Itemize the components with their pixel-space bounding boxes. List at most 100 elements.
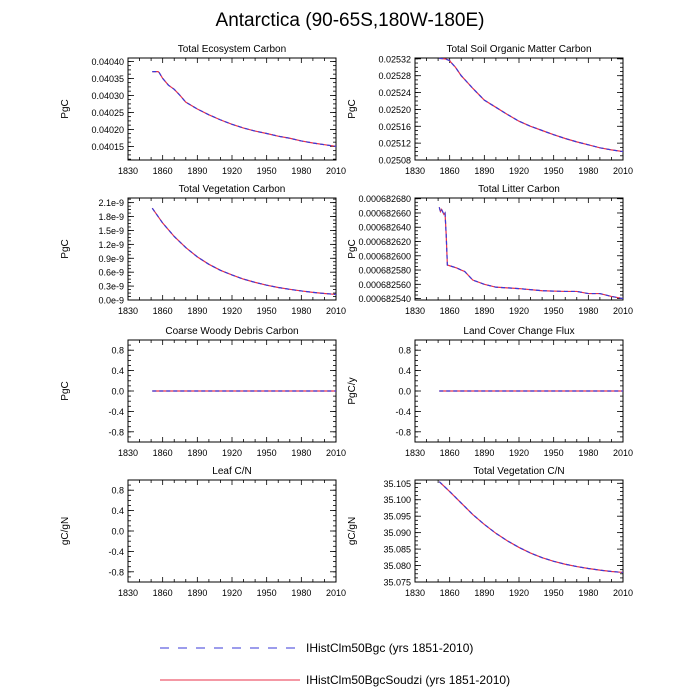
- x-tick-label: 1980: [578, 588, 598, 598]
- panel-title: Total Soil Organic Matter Carbon: [446, 44, 591, 55]
- x-tick-label: 1860: [440, 306, 460, 316]
- legend-line-soudzi: [160, 679, 300, 681]
- panel-leaf-c-n: Leaf C/N gC/gN 1830 1860 1890 1920 1950 1980 201…: [60, 466, 346, 598]
- x-tick-label: 1950: [544, 588, 564, 598]
- y-tick-label: -0.8: [108, 427, 124, 437]
- y-tick-label: 0.8: [111, 486, 124, 496]
- x-tick-label: 1860: [153, 306, 173, 316]
- series-line-soudzi: [151, 207, 337, 296]
- x-tick-label: 1920: [222, 448, 242, 458]
- series-line-bgc: [151, 207, 337, 296]
- panel-title: Total Vegetation Carbon: [179, 184, 286, 195]
- panel-total-vegetation-carbon: Total Vegetation Carbon PgC 1830 1860 1890 19…: [60, 184, 346, 316]
- plot-frame: [414, 57, 624, 161]
- y-tick-label: 35.080: [383, 561, 411, 571]
- series-line-soudzi: [438, 207, 624, 300]
- y-tick-label: 35.095: [383, 512, 411, 522]
- x-tick-label: 1950: [257, 588, 277, 598]
- x-tick-label: 1950: [257, 306, 277, 316]
- y-tick-label: 0.000682580: [358, 266, 411, 276]
- x-tick-label: 1950: [257, 166, 277, 176]
- y-tick-label: 0.000682540: [358, 294, 411, 304]
- y-tick-label: 1.8e-9: [98, 212, 124, 222]
- plot-frame: [127, 197, 337, 301]
- y-tick-label: 0.000682620: [358, 237, 411, 247]
- y-axis-label: gC/gN: [347, 517, 358, 545]
- plot-frame: [127, 479, 337, 583]
- x-tick-label: 1920: [222, 166, 242, 176]
- y-tick-label: 35.090: [383, 528, 411, 538]
- x-tick-label: 1980: [291, 588, 311, 598]
- panel-total-ecosystem-carbon: Total Ecosystem Carbon PgC 1830 1860 1890 192…: [60, 44, 346, 176]
- x-tick-label: 1890: [474, 448, 494, 458]
- x-tick-label: 2010: [326, 166, 346, 176]
- y-tick-label: 0.000682560: [358, 280, 411, 290]
- y-tick-label: 0.3e-9: [98, 282, 124, 292]
- x-tick-label: 1890: [187, 588, 207, 598]
- y-tick-label: 0.04025: [91, 108, 124, 118]
- y-tick-label: 35.105: [383, 479, 411, 489]
- y-tick-label: 0.0: [111, 527, 124, 537]
- panel-title: Leaf C/N: [212, 466, 251, 477]
- x-tick-label: 1950: [257, 448, 277, 458]
- y-tick-label: 35.085: [383, 545, 411, 555]
- x-tick-label: 2010: [613, 306, 633, 316]
- y-axis-label: PgC: [347, 239, 358, 258]
- x-tick-label: 2010: [326, 448, 346, 458]
- x-tick-label: 1920: [509, 166, 529, 176]
- x-tick-label: 1830: [118, 588, 138, 598]
- y-tick-label: 0.000682680: [358, 194, 411, 204]
- x-tick-label: 1860: [153, 448, 173, 458]
- y-tick-label: 0.02524: [378, 88, 411, 98]
- y-tick-label: 0.02512: [378, 139, 411, 149]
- x-tick-label: 1890: [474, 306, 494, 316]
- x-tick-label: 1830: [118, 166, 138, 176]
- panel-total-vegetation-c-n: Total Vegetation C/N gC/gN 1830 1860 1890 192…: [347, 466, 633, 598]
- y-tick-label: -0.8: [395, 427, 411, 437]
- x-tick-label: 1980: [578, 306, 598, 316]
- x-tick-label: 1920: [509, 448, 529, 458]
- panel-land-cover-change-flux: Land Cover Change Flux PgC/y 1830 1860 1890 1…: [347, 326, 633, 458]
- x-tick-label: 1860: [440, 166, 460, 176]
- x-tick-label: 1830: [405, 166, 425, 176]
- y-tick-label: 0.4: [111, 366, 124, 376]
- y-axis-label: PgC/y: [347, 377, 358, 404]
- y-axis-label: PgC: [60, 239, 71, 258]
- x-tick-label: 1950: [544, 306, 564, 316]
- panel-coarse-woody-debris-carbon: Coarse Woody Debris Carbon PgC 1830 1860 189…: [60, 326, 346, 458]
- plot-frame: [414, 479, 624, 583]
- series-line-soudzi: [438, 481, 624, 574]
- x-tick-label: 2010: [326, 306, 346, 316]
- y-tick-label: -0.4: [395, 407, 411, 417]
- x-tick-label: 1980: [291, 448, 311, 458]
- y-tick-label: -0.8: [108, 567, 124, 577]
- y-tick-label: 0.000682600: [358, 251, 411, 261]
- panel-title: Total Vegetation C/N: [473, 466, 564, 477]
- x-tick-label: 1980: [578, 166, 598, 176]
- x-tick-label: 1980: [578, 448, 598, 458]
- y-tick-label: 0.04040: [91, 57, 124, 67]
- series-line-bgc: [438, 207, 624, 300]
- y-tick-label: 0.04035: [91, 74, 124, 84]
- x-tick-label: 1980: [291, 306, 311, 316]
- x-tick-label: 2010: [613, 448, 633, 458]
- y-tick-label: 2.1e-9: [98, 198, 124, 208]
- y-axis-label: gC/gN: [60, 517, 71, 545]
- x-tick-label: 1980: [291, 166, 311, 176]
- x-tick-label: 1920: [222, 588, 242, 598]
- y-tick-label: 0.04015: [91, 142, 124, 152]
- panel-title: Total Ecosystem Carbon: [178, 44, 286, 55]
- series-line-bgc: [439, 57, 624, 153]
- y-tick-label: 0.6e-9: [98, 268, 124, 278]
- panel-total-litter-carbon: Total Litter Carbon PgC 1830 1860 1890 1920 19…: [347, 184, 633, 316]
- y-tick-label: -0.4: [108, 547, 124, 557]
- panel-title: Total Litter Carbon: [478, 184, 560, 195]
- y-tick-label: 0.04020: [91, 125, 124, 135]
- y-tick-label: 0.000682660: [358, 208, 411, 218]
- x-tick-label: 1860: [440, 448, 460, 458]
- y-tick-label: 1.2e-9: [98, 240, 124, 250]
- y-tick-label: 0.8: [398, 346, 411, 356]
- x-tick-label: 1950: [544, 166, 564, 176]
- y-tick-label: 0.02532: [378, 54, 411, 64]
